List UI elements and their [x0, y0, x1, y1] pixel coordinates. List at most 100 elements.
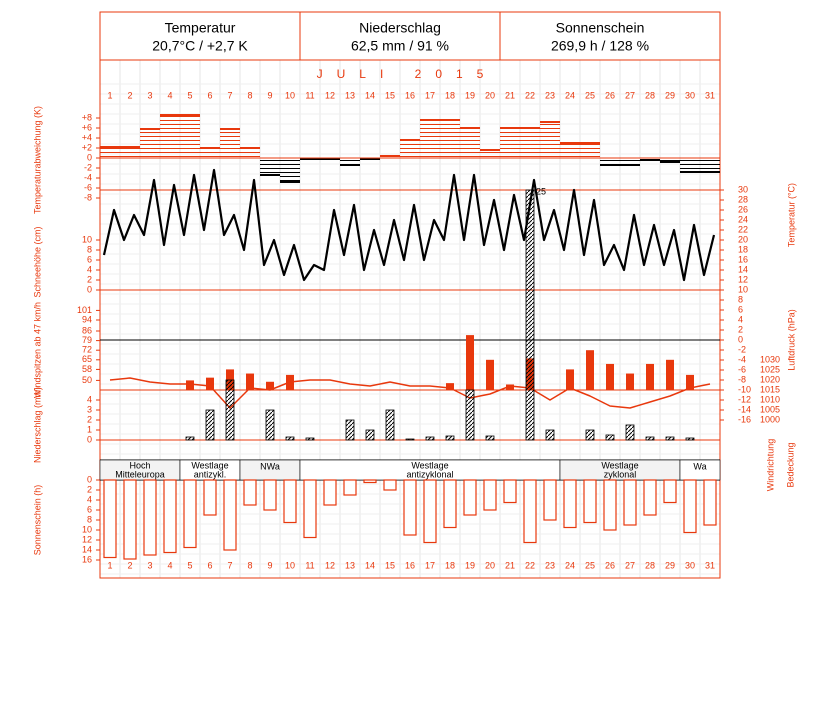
y-tick-label: 50 — [82, 375, 92, 385]
wind-bar — [486, 359, 494, 390]
anomaly-bar — [500, 128, 520, 158]
y-tick-label: +2 — [82, 142, 92, 152]
sunshine-bar — [283, 479, 297, 524]
axis-label: Windspitzen ab 47 km/h — [32, 302, 42, 398]
sunshine-bar — [563, 479, 577, 529]
y-tick-label: 24 — [738, 214, 748, 224]
anomaly-bar — [520, 128, 540, 158]
day-label: 5 — [187, 560, 192, 570]
anomaly-bar — [660, 158, 680, 162]
header-value: 269,9 h / 128 % — [551, 38, 649, 54]
y-tick-label: 2 — [87, 274, 92, 284]
y-tick-label: 10 — [82, 234, 92, 244]
day-label: 25 — [585, 560, 595, 570]
precip-bar — [345, 419, 355, 441]
wind-bar — [606, 363, 614, 390]
sunshine-bar — [483, 479, 497, 511]
precip-bar — [225, 379, 235, 441]
day-label: 26 — [605, 560, 615, 570]
day-label: 17 — [425, 90, 435, 100]
sunshine-bar — [223, 479, 237, 551]
day-label: 7 — [227, 560, 232, 570]
day-label: 16 — [405, 90, 415, 100]
y-tick-label: 1015 — [760, 384, 780, 394]
y-tick-label: 3 — [87, 404, 92, 414]
day-label: 12 — [325, 90, 335, 100]
sunshine-bar — [623, 479, 637, 526]
y-tick-label: 20 — [738, 234, 748, 244]
day-label: 8 — [247, 90, 252, 100]
header-title: Sonnenschein — [556, 20, 645, 36]
y-tick-label: -4 — [738, 354, 746, 364]
temperature-line — [102, 168, 716, 282]
y-tick-label: -16 — [738, 414, 751, 424]
sunshine-bar — [243, 479, 257, 506]
y-tick-label: 16 — [82, 554, 92, 564]
sunshine-bar — [523, 479, 537, 544]
day-label: 29 — [665, 90, 675, 100]
y-tick-label: 2 — [87, 484, 92, 494]
day-label: 30 — [685, 560, 695, 570]
header-value: 62,5 mm / 91 % — [351, 38, 449, 54]
y-tick-label: 10 — [738, 284, 748, 294]
day-label: 16 — [405, 560, 415, 570]
side-label: Bedeckung — [785, 442, 795, 487]
y-tick-label: 26 — [738, 204, 748, 214]
y-tick-label: 72 — [82, 345, 92, 355]
sunshine-bar — [103, 479, 117, 559]
axis-label: Temperatur (°C) — [786, 183, 796, 247]
wind-bar — [466, 335, 474, 390]
anomaly-bar — [460, 128, 480, 158]
day-label: 12 — [325, 560, 335, 570]
wind-bar — [186, 380, 194, 390]
y-tick-label: 8 — [87, 244, 92, 254]
header-value: 20,7°C / +2,7 K — [152, 38, 248, 54]
day-label: 31 — [705, 90, 715, 100]
wind-bar — [266, 381, 274, 390]
anomaly-bar — [480, 150, 500, 158]
weather-label: NWa — [260, 461, 280, 471]
y-tick-label: 1000 — [760, 414, 780, 424]
anomaly-bar — [220, 129, 240, 158]
axis-label: Schneehöhe (cm) — [32, 226, 42, 297]
day-label: 10 — [285, 90, 295, 100]
day-label: 11 — [305, 90, 314, 100]
sunshine-bar — [183, 479, 197, 549]
y-tick-label: 30 — [738, 184, 748, 194]
y-tick-label: 4 — [87, 394, 92, 404]
y-tick-label: +4 — [82, 132, 92, 142]
precip-bar — [265, 409, 275, 441]
header-title: Niederschlag — [359, 20, 441, 36]
precip-bar — [685, 437, 695, 441]
wind-bar — [246, 373, 254, 390]
precip-bar — [205, 409, 215, 441]
y-tick-label: -12 — [738, 394, 751, 404]
sunshine-bar — [363, 479, 377, 484]
wind-bar — [646, 363, 654, 390]
sunshine-bar — [143, 479, 157, 556]
y-tick-label: -8 — [738, 374, 746, 384]
day-label: 9 — [267, 90, 272, 100]
day-label: 6 — [207, 90, 212, 100]
sunshine-bar — [123, 479, 137, 560]
y-tick-label: 6 — [87, 254, 92, 264]
day-label: 25 — [585, 90, 595, 100]
weather-label: zyklonal — [604, 469, 637, 479]
day-label: 21 — [505, 560, 515, 570]
sunshine-bar — [343, 479, 357, 496]
sunshine-bar — [583, 479, 597, 524]
y-tick-label: +8 — [82, 112, 92, 122]
precip-bar — [285, 436, 295, 441]
wind-bar — [626, 373, 634, 390]
axis-label: Sonnenschein (h) — [32, 485, 42, 556]
day-label: 29 — [665, 560, 675, 570]
day-label: 13 — [345, 560, 355, 570]
precip-bar — [185, 436, 195, 441]
precip-bar — [465, 389, 475, 441]
month-title: JULI 2015 — [317, 67, 498, 81]
y-tick-label: 16 — [738, 254, 748, 264]
sunshine-bar — [383, 479, 397, 491]
anomaly-bar — [260, 158, 280, 175]
day-label: 13 — [345, 90, 355, 100]
y-tick-label: 4 — [738, 314, 743, 324]
